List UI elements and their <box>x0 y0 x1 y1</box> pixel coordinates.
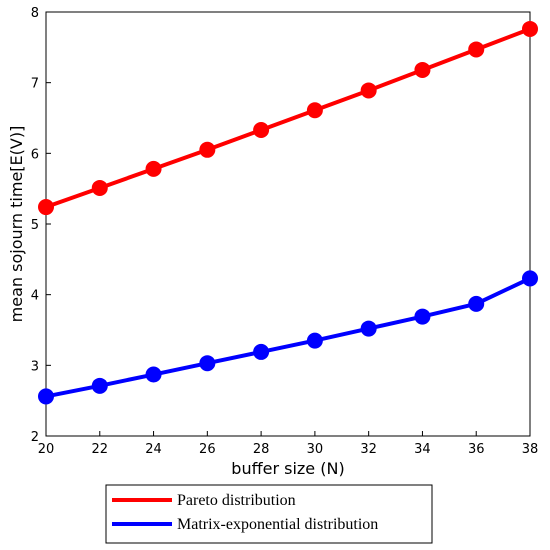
x-tick-label: 38 <box>522 442 539 457</box>
data-point <box>145 160 162 177</box>
legend: Pareto distribution Matrix-exponential di… <box>105 484 433 544</box>
x-axis-ticks: 20 22 24 26 28 30 32 34 36 38 <box>38 431 539 457</box>
legend-label: Pareto distribution <box>177 492 296 509</box>
x-tick-label: 26 <box>199 442 216 457</box>
data-point <box>522 20 538 37</box>
data-point <box>199 141 216 158</box>
data-point <box>468 295 485 312</box>
y-tick-label: 4 <box>31 289 39 304</box>
y-axis-ticks: 2 3 4 5 6 7 8 <box>31 6 51 445</box>
data-point <box>91 179 108 196</box>
y-tick-label: 8 <box>31 6 39 21</box>
y-tick-label: 5 <box>31 218 39 233</box>
data-point <box>199 355 216 372</box>
data-point <box>414 61 431 78</box>
y-axis-title: mean sojourn time[E(V)] <box>7 126 26 323</box>
x-tick-label: 22 <box>92 442 109 457</box>
data-point <box>306 102 323 119</box>
x-tick-label: 32 <box>360 442 377 457</box>
data-point <box>91 377 108 394</box>
x-tick-label: 34 <box>414 442 431 457</box>
series-layer <box>38 20 538 405</box>
data-point <box>360 320 377 337</box>
legend-box <box>105 484 433 544</box>
data-point <box>253 122 270 139</box>
x-tick-label: 36 <box>468 442 485 457</box>
y-tick-label: 7 <box>31 77 39 92</box>
series-2 <box>38 270 538 405</box>
x-axis-title: buffer size (N) <box>231 459 344 478</box>
data-point <box>468 41 485 58</box>
series-1 <box>38 20 538 216</box>
legend-label: Matrix-exponential distribution <box>177 516 378 533</box>
data-point <box>522 270 538 287</box>
series-line <box>45 276 531 399</box>
y-tick-label: 6 <box>31 147 39 162</box>
series-line <box>45 27 531 209</box>
data-point <box>38 199 54 216</box>
data-point <box>306 332 323 349</box>
y-tick-label: 3 <box>31 359 39 374</box>
y-tick-label: 2 <box>31 430 39 445</box>
x-tick-label: 20 <box>38 442 55 457</box>
data-point <box>360 82 377 99</box>
data-point <box>414 308 431 325</box>
data-point <box>145 366 162 383</box>
x-tick-label: 28 <box>253 442 270 457</box>
data-point <box>38 388 54 405</box>
x-tick-label: 30 <box>307 442 324 457</box>
x-tick-label: 24 <box>145 442 162 457</box>
legend-items: Pareto distribution Matrix-exponential di… <box>112 492 378 533</box>
data-point <box>253 343 270 360</box>
